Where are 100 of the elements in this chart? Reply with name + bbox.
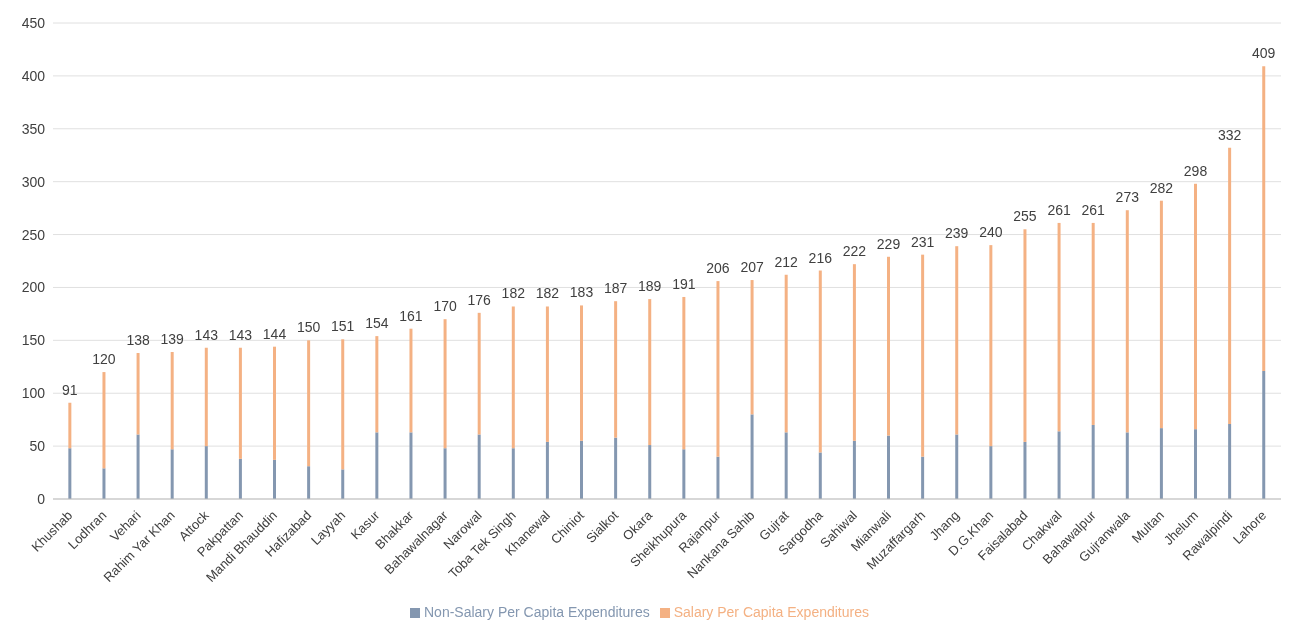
bar (989, 245, 993, 447)
total-label: 150 (296, 319, 321, 336)
total-label: 183 (569, 284, 594, 301)
bar (375, 432, 379, 499)
total-label: 273 (1115, 189, 1140, 206)
bar (1023, 229, 1027, 442)
total-label: 161 (399, 307, 423, 324)
y-tick-label: 350 (21, 120, 46, 137)
bar (273, 459, 277, 499)
total-label: 409 (1252, 45, 1276, 62)
bar (852, 440, 856, 499)
bar (443, 319, 447, 449)
bar (477, 434, 481, 499)
total-label: 282 (1149, 179, 1174, 196)
bar (477, 312, 481, 435)
bar (887, 256, 891, 436)
total-label: 239 (945, 225, 969, 242)
bar (409, 328, 413, 433)
bar (102, 468, 106, 499)
total-label: 143 (228, 326, 253, 343)
total-label: 207 (740, 259, 764, 276)
bar (1262, 66, 1266, 372)
bar (68, 402, 72, 449)
bar (1057, 222, 1061, 432)
bar (716, 456, 720, 499)
bar (1057, 431, 1061, 499)
bar (1194, 183, 1198, 430)
bar (238, 458, 242, 499)
y-tick-label: 50 (29, 438, 46, 455)
bar (1159, 200, 1163, 429)
bar (887, 435, 891, 499)
legend-label: Non-Salary Per Capita Expenditures (424, 604, 650, 620)
bar (170, 449, 174, 499)
total-label: 138 (126, 332, 150, 349)
bar (1194, 429, 1198, 499)
bar (580, 440, 584, 499)
bar (1091, 424, 1095, 499)
total-label: 222 (842, 243, 867, 260)
y-tick-label: 0 (37, 490, 46, 507)
total-label: 120 (92, 351, 116, 368)
total-label: 170 (433, 298, 457, 315)
total-label: 182 (501, 285, 526, 302)
bar (68, 448, 72, 499)
bar (375, 336, 379, 433)
bar (1091, 222, 1095, 425)
bar (682, 449, 686, 499)
bar (170, 351, 174, 450)
y-tick-label: 100 (21, 385, 46, 402)
bar (921, 456, 925, 499)
bar (750, 414, 754, 499)
total-label: 298 (1183, 162, 1208, 179)
total-label: 229 (876, 235, 901, 252)
y-tick-label: 250 (21, 226, 46, 243)
total-label: 143 (194, 326, 219, 343)
bar (614, 301, 618, 438)
bar (136, 434, 140, 499)
total-label: 212 (774, 253, 799, 270)
y-tick-label: 450 (21, 14, 46, 31)
bar (750, 280, 754, 415)
bar (580, 305, 584, 441)
total-label: 255 (1013, 208, 1037, 225)
bar (852, 264, 856, 441)
total-label: 139 (160, 330, 185, 347)
bar (1159, 428, 1163, 499)
bar (238, 347, 242, 459)
total-label: 182 (535, 285, 560, 302)
bar (307, 466, 311, 499)
bar (614, 437, 618, 499)
y-tick-label: 150 (21, 332, 46, 349)
total-label: 261 (1047, 201, 1071, 218)
bar (784, 274, 788, 433)
bar (1125, 210, 1129, 433)
y-tick-label: 400 (21, 67, 46, 84)
legend-label: Salary Per Capita Expenditures (673, 604, 869, 620)
bar (136, 353, 140, 435)
bar (716, 281, 720, 457)
bar (1228, 423, 1232, 499)
total-label: 206 (706, 260, 730, 277)
total-label: 176 (467, 291, 492, 308)
bar (1023, 441, 1027, 499)
bar (409, 432, 413, 499)
total-label: 154 (365, 315, 389, 332)
bar (989, 446, 993, 499)
bar (1228, 147, 1232, 424)
bar (511, 448, 515, 499)
bar (204, 347, 208, 447)
total-label: 216 (808, 249, 833, 266)
bar (204, 446, 208, 499)
bar (818, 452, 822, 499)
bar (818, 270, 822, 453)
bar (1262, 371, 1266, 499)
bar (545, 306, 549, 442)
bar (1125, 432, 1129, 499)
total-label: 261 (1081, 201, 1106, 218)
bar (648, 445, 652, 499)
y-tick-label: 300 (21, 173, 46, 190)
total-label: 144 (262, 325, 287, 342)
total-label: 191 (672, 275, 696, 292)
bar (102, 372, 106, 469)
total-label: 91 (62, 381, 78, 398)
